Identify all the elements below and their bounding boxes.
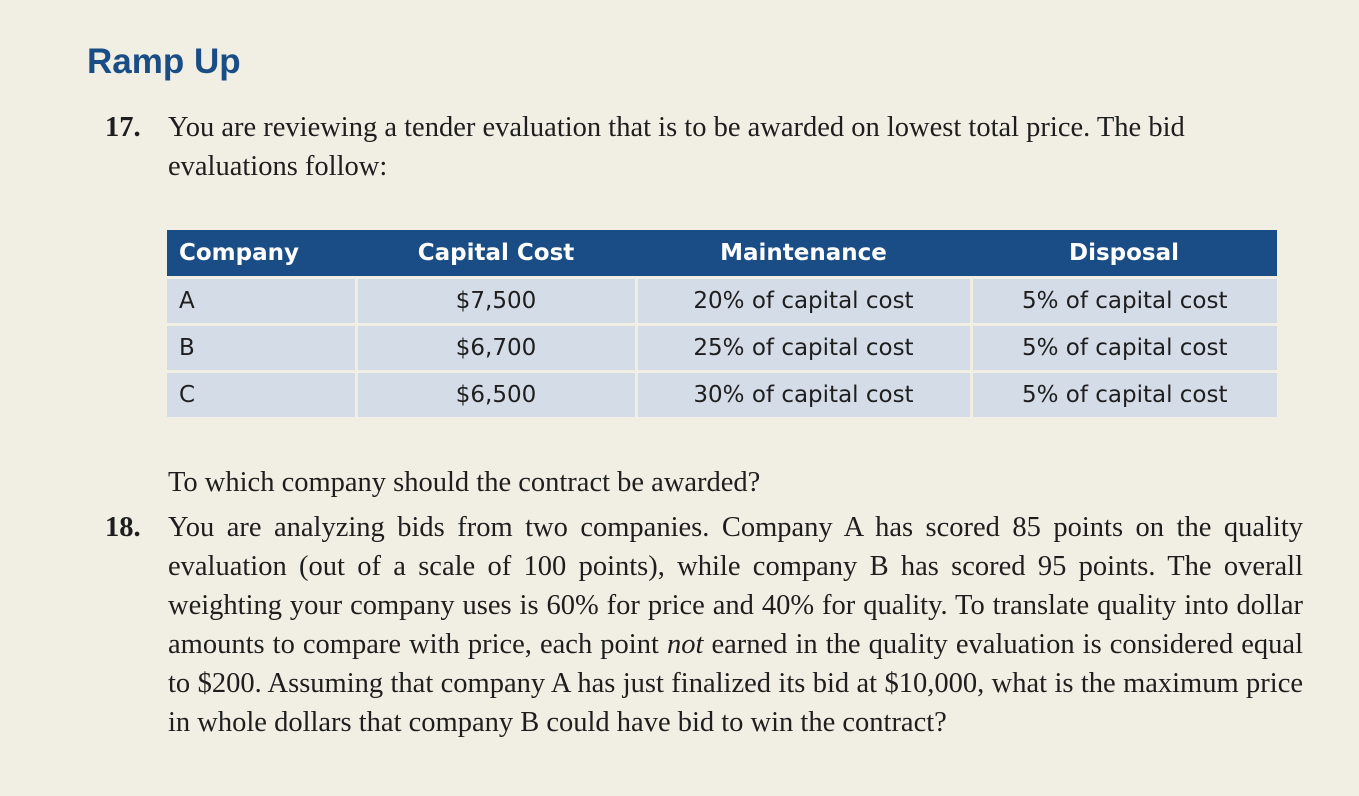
bid-evaluation-table: Company Capital Cost Maintenance Disposa…: [167, 230, 1277, 417]
question-text: You are analyzing bids from two companie…: [168, 508, 1303, 742]
header-disposal: Disposal: [971, 230, 1277, 278]
header-company: Company: [167, 230, 356, 278]
table-row: C $6,500 30% of capital cost 5% of capit…: [167, 370, 1277, 417]
question-text-part: earned in the quality evaluation is cons…: [168, 629, 1304, 738]
cell-capital-cost: $6,500: [354, 370, 638, 417]
question-number: 17.: [105, 112, 141, 143]
cell-company: C: [167, 370, 358, 417]
question-17-follow-up: To which company should the contract be …: [168, 467, 761, 498]
question-18: 18. You are analyzing bids from two comp…: [105, 508, 1305, 742]
table-row: B $6,700 25% of capital cost 5% of capit…: [167, 323, 1277, 373]
cell-maintenance: 20% of capital cost: [634, 276, 973, 326]
question-text: You are reviewing a tender evaluation th…: [168, 112, 1185, 182]
cell-maintenance: 25% of capital cost: [634, 323, 973, 373]
cell-disposal: 5% of capital cost: [969, 370, 1277, 417]
cropped-header-text: [700, 0, 1359, 6]
cell-capital-cost: $7,500: [354, 276, 638, 326]
cell-disposal: 5% of capital cost: [969, 276, 1277, 326]
table-row: A $7,500 20% of capital cost 5% of capit…: [167, 276, 1277, 326]
cell-company: A: [167, 276, 358, 326]
header-maintenance: Maintenance: [636, 230, 971, 278]
cell-capital-cost: $6,700: [354, 323, 638, 373]
cell-disposal: 5% of capital cost: [969, 323, 1277, 373]
question-text-part: You are analyzing bids from two companie…: [168, 512, 1303, 660]
question-number: 18.: [105, 512, 141, 543]
table-header-row: Company Capital Cost Maintenance Disposa…: [167, 230, 1277, 278]
cell-maintenance: 30% of capital cost: [634, 370, 973, 417]
emphasized-word: not: [666, 629, 704, 660]
cell-company: B: [167, 323, 358, 373]
section-title: Ramp Up: [87, 42, 241, 81]
header-capital-cost: Capital Cost: [356, 230, 636, 278]
question-17: 17. You are reviewing a tender evaluatio…: [105, 108, 1305, 186]
